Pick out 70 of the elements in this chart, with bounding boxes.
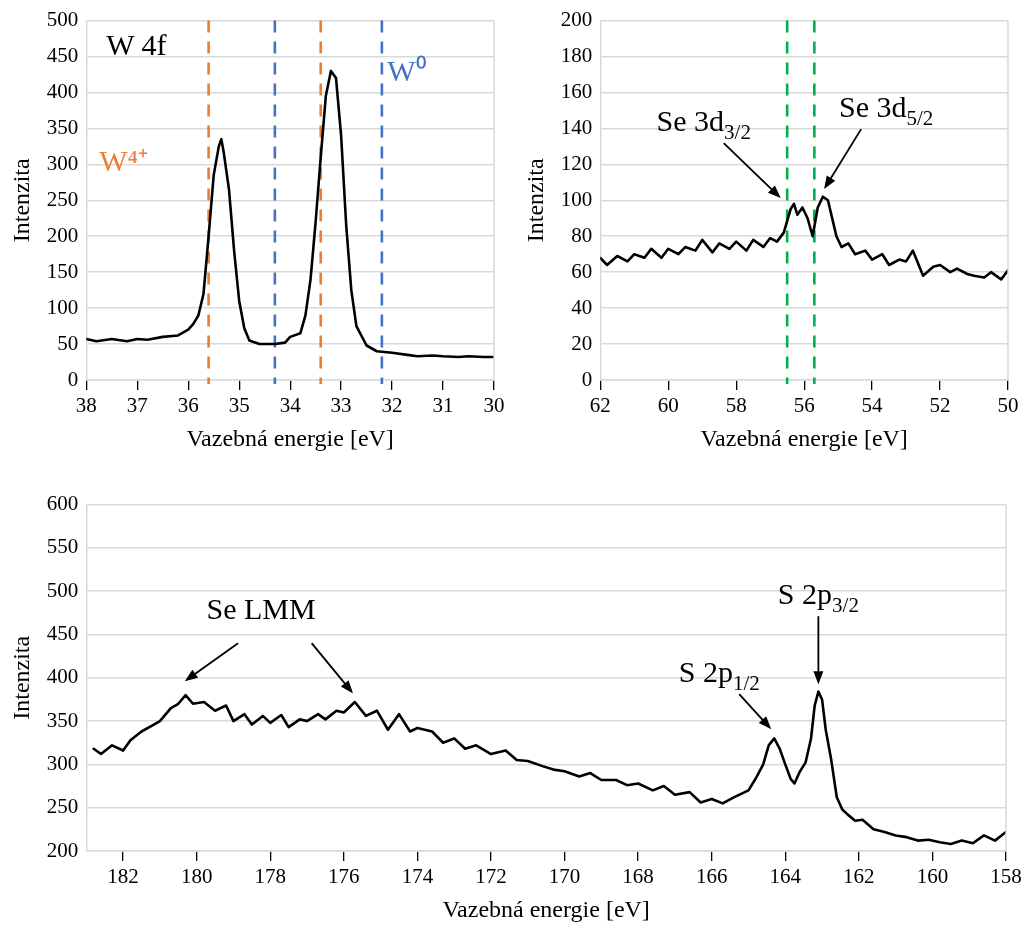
y-axis-title: Intenzita: [7, 635, 34, 720]
x-tick-label: 38: [75, 393, 97, 418]
x-tick-label: 56: [793, 393, 815, 418]
x-axis-title: Vazebná energie [eV]: [186, 424, 394, 451]
y-tick-label: 350: [46, 707, 79, 732]
y-tick-label: 200: [46, 222, 79, 247]
x-tick-label: 168: [622, 864, 654, 889]
x-tick-label: 178: [254, 864, 286, 889]
y-tick-label: 0: [67, 366, 79, 391]
y-axis-title: Intenzita: [521, 157, 548, 243]
y-tick-label: 80: [571, 222, 593, 247]
y-tick-label: 200: [46, 837, 79, 862]
annotation: W 4f: [106, 27, 167, 61]
x-axis-title: Vazebná energie [eV]: [442, 895, 650, 922]
x-tick-label: 30: [483, 393, 505, 418]
x-tick-label: 160: [916, 864, 949, 889]
y-tick-label: 600: [46, 491, 79, 516]
x-tick-label: 180: [180, 864, 213, 889]
x-tick-label: 158: [990, 864, 1022, 889]
y-tick-label: 550: [46, 534, 79, 559]
y-tick-label: 250: [46, 794, 79, 819]
y-tick-label: 180: [560, 43, 593, 68]
y-tick-label: 400: [46, 79, 79, 103]
annotation: Se LMM: [206, 591, 316, 625]
x-tick-label: 62: [589, 393, 611, 418]
x-tick-label: 54: [861, 393, 884, 418]
y-tick-label: 450: [46, 43, 79, 68]
x-tick-label: 52: [929, 393, 951, 418]
y-tick-label: 300: [46, 150, 79, 175]
x-tick-label: 164: [769, 864, 802, 889]
ref-line-label: W⁰: [387, 53, 427, 87]
x-tick-label: 33: [330, 393, 352, 418]
y-tick-label: 20: [571, 330, 593, 355]
x-tick-label: 170: [548, 864, 581, 889]
y-tick-label: 100: [560, 186, 593, 211]
x-tick-label: 35: [228, 393, 250, 418]
x-tick-label: 162: [843, 864, 875, 889]
x-tick-label: 60: [657, 393, 679, 418]
y-tick-label: 500: [46, 7, 79, 32]
y-tick-label: 350: [46, 114, 79, 139]
x-tick-label: 174: [401, 864, 434, 889]
x-tick-label: 166: [695, 864, 728, 889]
x-tick-label: 182: [107, 864, 139, 889]
x-tick-label: 176: [328, 864, 360, 889]
x-tick-label: 36: [177, 393, 199, 418]
y-tick-label: 0: [581, 366, 593, 391]
x-tick-label: 172: [475, 864, 507, 889]
y-tick-label: 140: [560, 114, 593, 139]
y-tick-label: 500: [46, 577, 79, 602]
ref-line-label: W⁴⁺: [99, 143, 148, 177]
x-tick-label: 50: [997, 393, 1019, 418]
y-tick-label: 50: [57, 330, 79, 355]
x-tick-label: 31: [432, 393, 454, 418]
y-axis-title: Intenzita: [7, 157, 34, 243]
y-tick-label: 160: [560, 79, 593, 103]
x-tick-label: 32: [381, 393, 403, 418]
y-tick-label: 120: [560, 150, 593, 175]
y-tick-label: 200: [560, 7, 593, 32]
x-tick-label: 34: [279, 393, 302, 418]
y-tick-label: 40: [571, 294, 593, 319]
y-tick-label: 250: [46, 186, 79, 211]
y-tick-label: 150: [46, 258, 79, 283]
y-tick-label: 300: [46, 750, 79, 775]
y-tick-label: 60: [571, 258, 593, 283]
y-tick-label: 100: [46, 294, 79, 319]
x-axis-title: Vazebná energie [eV]: [700, 424, 908, 451]
x-tick-label: 58: [725, 393, 747, 418]
y-tick-label: 400: [46, 664, 79, 689]
x-tick-label: 37: [126, 393, 148, 418]
y-tick-label: 450: [46, 621, 79, 646]
